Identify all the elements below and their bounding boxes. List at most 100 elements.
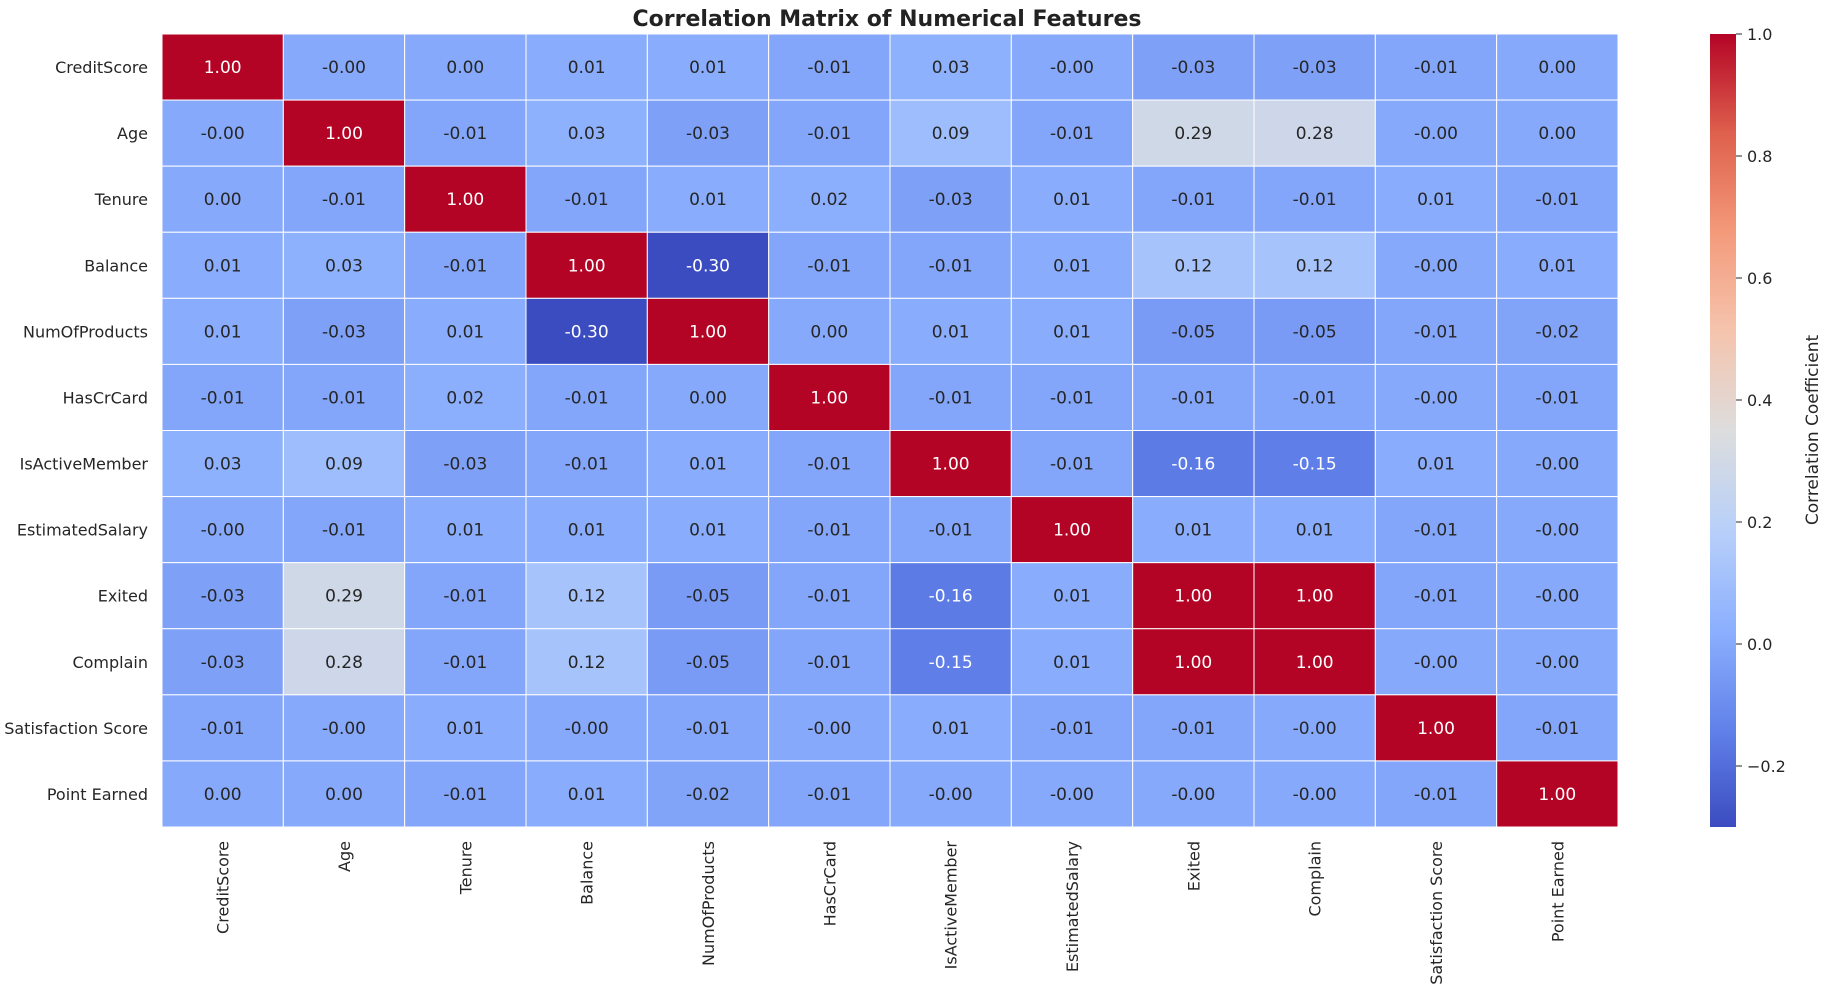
heatmap-cell-label: -0.00	[201, 124, 245, 144]
heatmap-cell-label: -0.01	[443, 785, 487, 805]
colorbar: −0.2 0.0 0.2 0.4 0.6 0.8 1.0 Correlation Coeff…	[1710, 25, 1823, 827]
heatmap-cell-label: -0.01	[565, 455, 609, 475]
heatmap-cell-label: -0.01	[807, 58, 851, 78]
heatmap-cell-label: 0.01	[689, 58, 727, 78]
heatmap-cell-label: 0.12	[1296, 256, 1334, 276]
heatmap-cell	[889, 496, 1012, 564]
heatmap-cell	[1253, 33, 1376, 101]
heatmap-cell-label: 0.02	[810, 190, 848, 210]
heatmap-cell-label: 1.00	[1174, 587, 1212, 607]
heatmap-cell-label: -0.00	[1414, 124, 1458, 144]
heatmap-cell-label: -0.01	[1293, 388, 1337, 408]
heatmap-cell-label: 0.01	[204, 322, 242, 342]
heatmap-cell	[1496, 694, 1619, 762]
heatmap-cell-label: -0.01	[1050, 388, 1094, 408]
row-tick-label: Satisfaction Score	[4, 719, 148, 738]
heatmap-cell	[646, 99, 770, 167]
colorbar-tick-label: 1.0	[1747, 25, 1772, 44]
heatmap-cell-label: -0.01	[929, 388, 973, 408]
heatmap-cell-label: 1.00	[568, 256, 606, 276]
heatmap-cell	[889, 165, 1012, 233]
heatmap-cell	[1132, 562, 1255, 630]
heatmap-cell-label: 0.01	[689, 455, 727, 475]
heatmap-cell-label: -0.01	[565, 190, 609, 210]
heatmap-cell	[1010, 363, 1134, 431]
heatmap-cell	[404, 694, 527, 762]
heatmap-cell	[768, 231, 891, 299]
heatmap-cell-label: 0.01	[568, 58, 606, 78]
heatmap-cell-label: 1.00	[1296, 587, 1334, 607]
heatmap-cell-label: 0.01	[689, 190, 727, 210]
heatmap-cell	[1132, 363, 1255, 431]
heatmap-cell	[1496, 430, 1619, 498]
heatmap-cell	[161, 33, 284, 101]
heatmap-cell-label: 0.28	[1296, 124, 1334, 144]
heatmap-cell	[1374, 496, 1498, 564]
heatmap-cell-label: -0.00	[1050, 785, 1094, 805]
heatmap-cell-label: -0.01	[1050, 719, 1094, 739]
heatmap-cell-label: 0.01	[1053, 190, 1091, 210]
heatmap-cell-label: 0.01	[1538, 256, 1576, 276]
heatmap-cell-label: -0.01	[807, 587, 851, 607]
heatmap-cell	[1496, 33, 1619, 101]
heatmap-cell-label: -0.01	[201, 388, 245, 408]
heatmap-cell	[525, 165, 648, 233]
row-tick-label: Complain	[72, 653, 148, 672]
heatmap-cell-label: -0.16	[1171, 455, 1215, 475]
heatmap-cell	[768, 430, 891, 498]
heatmap-cell-label: 0.01	[1053, 587, 1091, 607]
heatmap-cell	[525, 628, 648, 696]
heatmap-cell-label: 1.00	[1053, 521, 1091, 541]
column-tick-label: HasCrCard	[820, 841, 839, 926]
heatmap-cell	[1253, 760, 1376, 828]
heatmap-cell	[1010, 99, 1134, 167]
heatmap-cell-label: -0.01	[929, 521, 973, 541]
heatmap-cells: 1.00 -0.00 0.00 0.01 0.01 -0.01 0.03 -0.00 -0.03…	[161, 33, 1619, 828]
heatmap-cell-label: 0.01	[932, 719, 970, 739]
heatmap-cell	[1132, 694, 1255, 762]
heatmap-cell-label: -0.00	[1535, 455, 1579, 475]
heatmap-cell-label: 0.12	[568, 653, 606, 673]
heatmap-cell	[404, 562, 527, 630]
colorbar-gradient	[1710, 34, 1736, 827]
heatmap-cell	[161, 231, 284, 299]
heatmap-cell-label: -0.30	[686, 256, 730, 276]
heatmap-cell-label: 0.01	[446, 521, 484, 541]
heatmap-cell	[768, 562, 891, 630]
heatmap-cell-label: -0.00	[1535, 521, 1579, 541]
heatmap-cell-label: 1.00	[1417, 719, 1455, 739]
heatmap-cell-label: -0.01	[686, 719, 730, 739]
heatmap-cell-label: 1.00	[1296, 653, 1334, 673]
heatmap-cell-label: -0.01	[807, 455, 851, 475]
heatmap-cell-label: 0.01	[1296, 521, 1334, 541]
heatmap-cell-label: 0.12	[568, 587, 606, 607]
heatmap-cell-label: -0.00	[1293, 719, 1337, 739]
heatmap-cell	[525, 33, 648, 101]
heatmap-cell	[1374, 430, 1498, 498]
column-tick-label: Tenure	[456, 841, 475, 895]
heatmap-cell-label: -0.01	[1535, 190, 1579, 210]
heatmap-cell	[1496, 562, 1619, 630]
heatmap-cell	[525, 694, 648, 762]
heatmap-cell-label: -0.00	[1414, 256, 1458, 276]
row-tick-label: Balance	[84, 256, 148, 275]
heatmap-cell-label: -0.02	[1535, 322, 1579, 342]
heatmap-cell-label: 0.01	[1053, 653, 1091, 673]
heatmap-cell-label: 0.28	[325, 653, 363, 673]
heatmap-cell	[1253, 231, 1376, 299]
heatmap-cell-label: -0.03	[201, 587, 245, 607]
heatmap-cell	[646, 33, 770, 101]
heatmap-cell	[889, 430, 1012, 498]
heatmap-cell	[768, 363, 891, 431]
colorbar-tick-label: 0.6	[1747, 269, 1772, 288]
heatmap-cell	[1253, 363, 1376, 431]
heatmap-cell-label: 0.01	[1053, 322, 1091, 342]
heatmap-cell-label: -0.00	[565, 719, 609, 739]
heatmap-cell-label: -0.05	[1171, 322, 1215, 342]
heatmap-cell	[161, 363, 284, 431]
heatmap-cell	[1010, 562, 1134, 630]
heatmap-cell	[525, 430, 648, 498]
heatmap-cell-label: -0.01	[1414, 521, 1458, 541]
heatmap-cell	[404, 297, 527, 365]
